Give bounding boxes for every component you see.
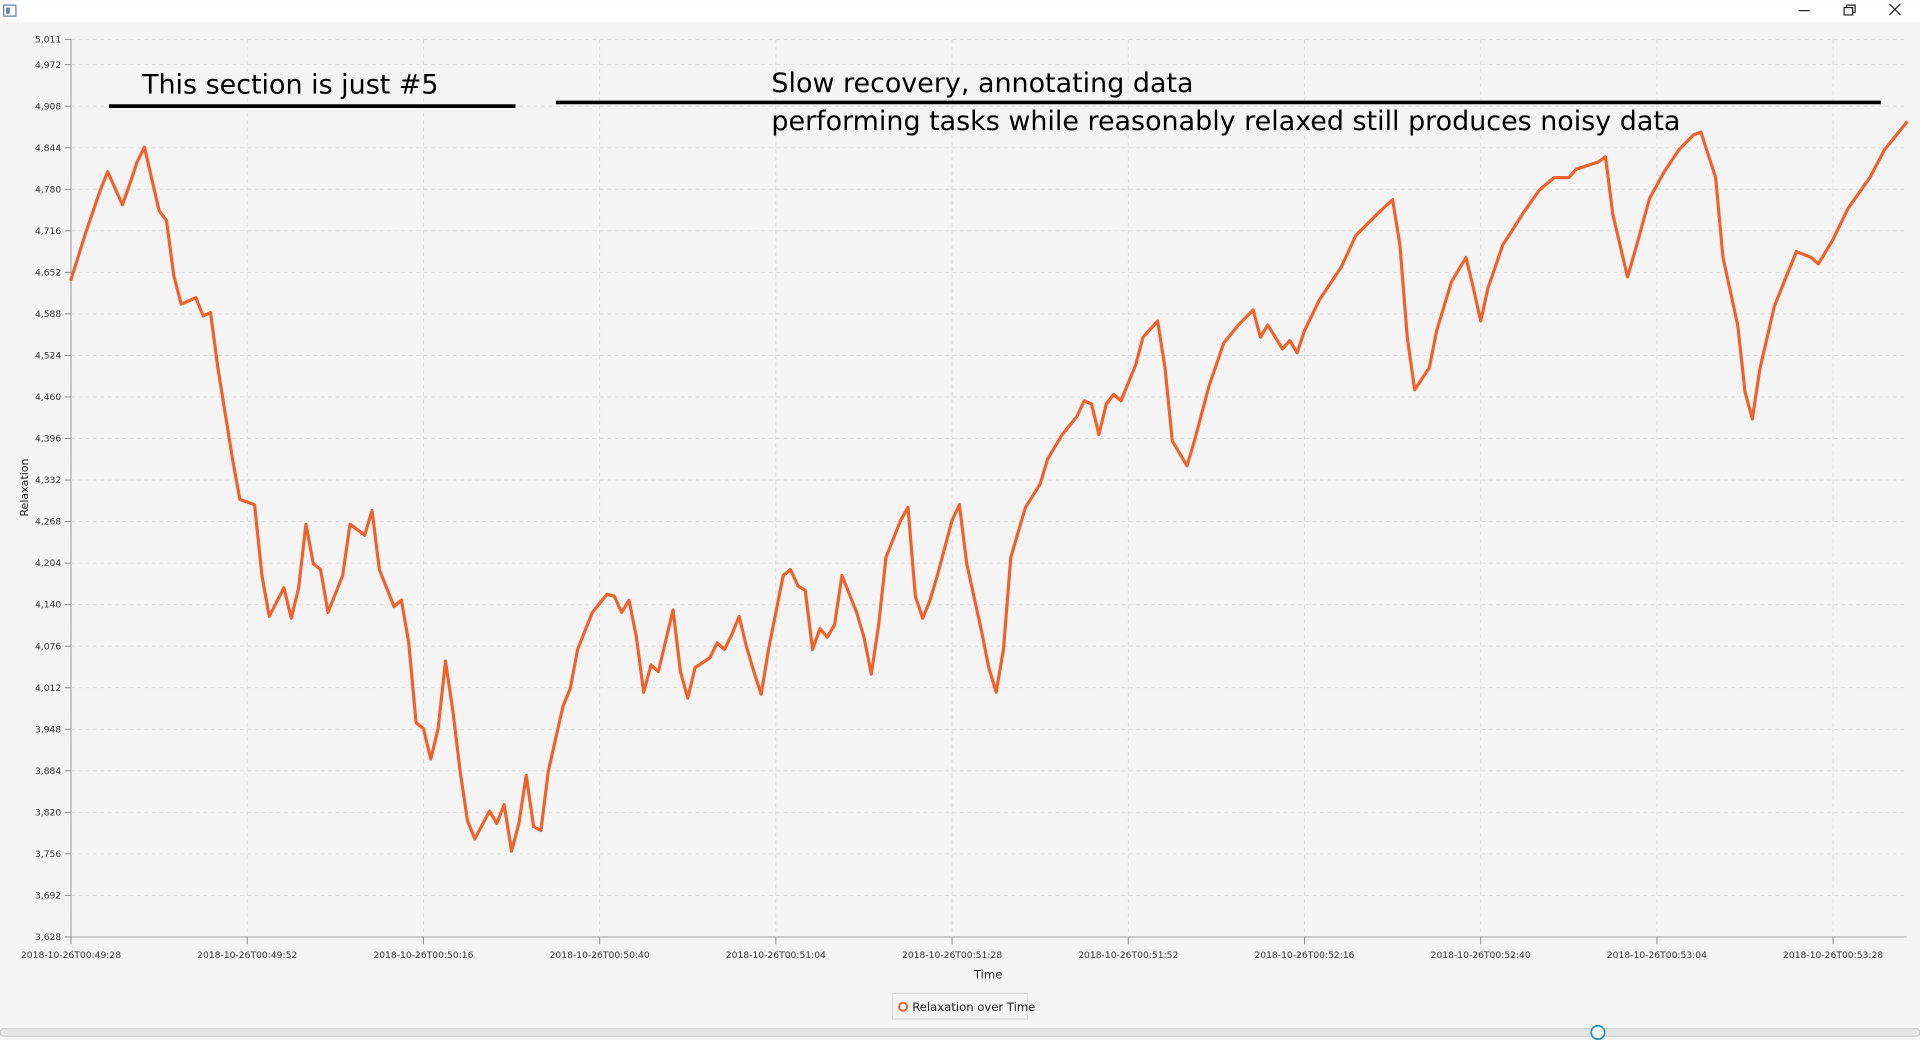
y-tick-label: 3,884 xyxy=(35,766,61,777)
data-line xyxy=(69,120,1909,853)
y-tick-label: 3,756 xyxy=(35,849,61,860)
slider-thumb[interactable] xyxy=(1590,1024,1606,1040)
y-tick-label: 3,948 xyxy=(35,724,61,735)
y-tick-label: 4,460 xyxy=(35,392,61,403)
y-tick-label: 5,011 xyxy=(35,34,61,45)
x-tick-label: 2018-10-26T00:53:04 xyxy=(1607,950,1707,961)
legend-label: Relaxation over Time xyxy=(912,1000,1035,1014)
x-tick-label: 2018-10-26T00:51:04 xyxy=(726,950,826,961)
restore-icon xyxy=(1843,6,1854,16)
y-tick-label: 4,652 xyxy=(35,267,61,278)
app-icon xyxy=(3,4,17,17)
y-tick-label: 4,076 xyxy=(35,641,61,652)
x-tick-label: 2018-10-26T00:49:52 xyxy=(197,950,297,961)
legend-box xyxy=(892,992,1028,1020)
restore-button[interactable] xyxy=(1843,4,1856,16)
app-icon-detail xyxy=(6,7,10,14)
y-tick-label: 3,820 xyxy=(35,807,61,818)
y-tick-label: 4,140 xyxy=(35,600,61,611)
y-axis-title: Relaxation xyxy=(18,458,31,516)
annotation: Slow recovery, annotating data xyxy=(771,68,1193,99)
x-tick-label: 2018-10-26T00:50:16 xyxy=(373,950,473,961)
x-tick-label: 2018-10-26T00:52:16 xyxy=(1254,950,1354,961)
x-tick-label: 2018-10-26T00:53:28 xyxy=(1783,950,1883,961)
y-tick-label: 4,332 xyxy=(35,475,61,486)
y-tick-label: 4,780 xyxy=(35,184,61,195)
y-tick-label: 4,908 xyxy=(35,101,61,112)
slider[interactable] xyxy=(0,1024,1920,1040)
annotation: performing tasks while reasonably relaxe… xyxy=(771,106,1680,137)
close-button[interactable] xyxy=(1888,3,1901,16)
y-tick-label: 4,524 xyxy=(35,351,61,362)
y-tick-label: 4,972 xyxy=(35,60,61,71)
y-tick-label: 4,012 xyxy=(35,683,61,694)
y-tick-label: 4,396 xyxy=(35,434,61,445)
x-tick-label: 2018-10-26T00:50:40 xyxy=(550,950,650,961)
y-tick-label: 4,588 xyxy=(35,309,61,320)
restore-icon-back xyxy=(1845,4,1856,14)
y-tick-label: 3,692 xyxy=(35,890,61,901)
title-bar xyxy=(0,0,1920,23)
slider-track xyxy=(0,1028,1920,1037)
x-tick-label: 2018-10-26T00:51:52 xyxy=(1078,950,1178,961)
x-tick-label: 2018-10-26T00:52:40 xyxy=(1431,950,1531,961)
close-icon xyxy=(1888,3,1901,16)
x-tick-label: 2018-10-26T00:51:28 xyxy=(902,950,1002,961)
annotation: This section is just #5 xyxy=(141,69,439,100)
y-tick-label: 4,844 xyxy=(35,143,61,154)
y-tick-label: 4,204 xyxy=(35,558,61,569)
y-tick-label: 3,628 xyxy=(35,932,61,943)
y-tick-label: 4,716 xyxy=(35,226,61,237)
y-tick-label: 4,268 xyxy=(35,517,61,528)
x-axis-title: Time xyxy=(973,968,1002,982)
x-tick-label: 2018-10-26T00:49:28 xyxy=(21,950,121,961)
legend-symbol xyxy=(898,1001,909,1012)
legend: Relaxation over Time xyxy=(892,992,1035,1020)
plot-area: 3,628 3,692 3,756 3,820 3,884 3,948 4,012 4,076… xyxy=(21,34,1909,961)
